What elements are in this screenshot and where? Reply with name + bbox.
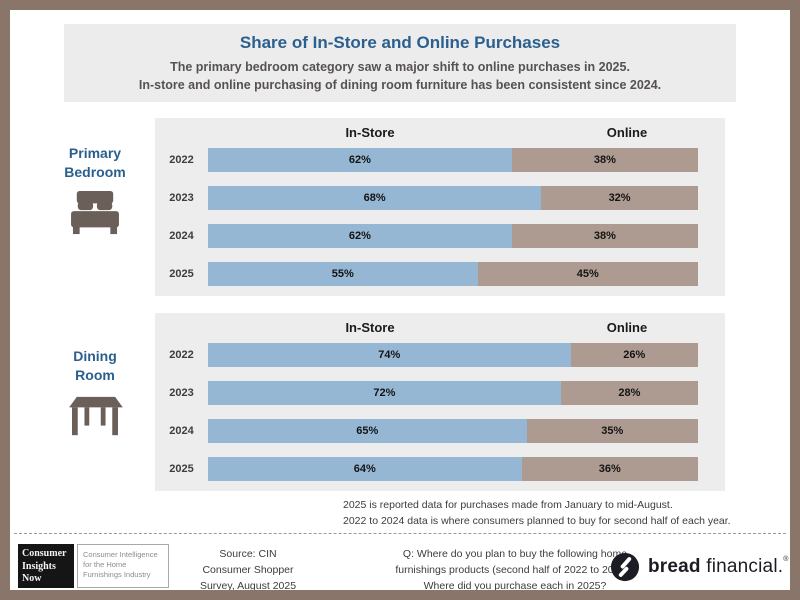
- bar-rows: 2022 74% 26% 2023 72% 28% 2024 65% 35% 2025 64% 36%: [155, 343, 725, 495]
- online-segment: 35%: [526, 419, 698, 443]
- cin-logo-line2: Insights: [22, 560, 56, 572]
- consumer-insights-now-logo: Consumer Insights Now Consumer Intellige…: [18, 544, 169, 588]
- online-segment: 38%: [511, 148, 698, 172]
- dining-table-icon: [69, 396, 123, 435]
- stacked-bar: 55% 45%: [208, 262, 698, 286]
- column-header-online: Online: [606, 125, 648, 140]
- source-line1: Source: CIN: [219, 548, 277, 560]
- footnote: 2025 is reported data for purchases made…: [343, 497, 731, 530]
- category-dining-room: Dining Room: [30, 347, 160, 439]
- category-label-line1: Dining: [73, 348, 117, 364]
- source-line3: Survey, August 2025: [199, 579, 297, 591]
- brand-bold: bread: [648, 556, 701, 577]
- category-label-line2: Room: [75, 366, 115, 383]
- instore-segment: 74%: [208, 343, 571, 367]
- stacked-bar: 68% 32%: [208, 186, 698, 210]
- instore-segment: 65%: [208, 419, 527, 443]
- cin-tagline-line2: for the Home: [83, 560, 127, 570]
- bread-financial-wordmark: bread financial.®: [648, 556, 789, 578]
- bar-row-primary-bedroom-2023: 2023 68% 32%: [155, 186, 725, 210]
- online-segment: 32%: [541, 186, 698, 210]
- question-line2: furnishings products (second half of 202…: [395, 563, 635, 576]
- column-header-instore: In-Store: [345, 125, 395, 140]
- stacked-bar: 62% 38%: [208, 224, 698, 248]
- bread-financial-icon: [610, 552, 640, 582]
- bar-row-primary-bedroom-2022: 2022 62% 38%: [155, 148, 725, 172]
- source-line2: Consumer Shopper: [202, 563, 294, 576]
- question-line1: Q: Where do you plan to buy the followin…: [402, 548, 628, 560]
- cin-tagline-line1: Consumer Intelligence: [83, 550, 158, 559]
- bar-row-dining-room-2025: 2025 64% 36%: [155, 457, 725, 481]
- footnote-line-2: 2022 to 2024 data is where consumers pla…: [343, 515, 731, 528]
- year-label: 2025: [169, 463, 194, 475]
- stacked-bar: 64% 36%: [208, 457, 698, 481]
- bar-row-dining-room-2024: 2024 65% 35%: [155, 419, 725, 443]
- online-segment: 28%: [560, 381, 698, 405]
- category-label: Dining Room: [30, 347, 160, 385]
- instore-segment: 62%: [208, 148, 512, 172]
- bread-financial-logo: bread financial.®: [610, 552, 789, 582]
- category-label: Primary Bedroom: [30, 144, 160, 182]
- year-label: 2023: [169, 387, 194, 399]
- cin-logo-wordmark: Consumer Insights Now: [18, 544, 74, 588]
- registered-mark: ®: [783, 556, 789, 563]
- stacked-bar: 74% 26%: [208, 343, 698, 367]
- category-label-line1: Primary: [68, 145, 122, 161]
- year-label: 2023: [169, 192, 194, 204]
- year-label: 2024: [169, 425, 194, 437]
- year-label: 2022: [169, 349, 194, 361]
- brand-regular: financial.: [700, 556, 784, 577]
- primary-bedroom-chart-panel: In-Store Online 2022 62% 38% 2023 68% 32% 2024…: [155, 118, 725, 296]
- dining-room-chart-panel: In-Store Online 2022 74% 26% 2023 72% 28% 2024…: [155, 313, 725, 491]
- cin-tagline-line3: Furnishings Industry: [83, 570, 151, 580]
- online-segment: 36%: [521, 457, 698, 481]
- category-primary-bedroom: Primary Bedroom: [30, 144, 160, 236]
- source-note: Source: CIN Consumer Shopper Survey, Aug…: [168, 547, 328, 590]
- cin-logo-line1: Consumer: [22, 548, 67, 559]
- page-title: Share of In-Store and Online Purchases: [239, 33, 561, 52]
- instore-segment: 62%: [208, 224, 512, 248]
- stacked-bar: 72% 28%: [208, 381, 698, 405]
- online-segment: 38%: [511, 224, 698, 248]
- column-header-online: Online: [606, 320, 648, 335]
- instore-segment: 55%: [208, 262, 478, 286]
- bar-row-dining-room-2022: 2022 74% 26%: [155, 343, 725, 367]
- bed-icon: [71, 190, 119, 234]
- instore-segment: 64%: [208, 457, 522, 481]
- subtitle-line-1: The primary bedroom category saw a major…: [170, 60, 630, 74]
- year-label: 2024: [169, 230, 194, 242]
- stacked-bar: 65% 35%: [208, 419, 698, 443]
- subtitle-line-2: In-store and online purchasing of dining…: [138, 78, 662, 93]
- bar-rows: 2022 62% 38% 2023 68% 32% 2024 62% 38% 2025 55% 45%: [155, 148, 725, 300]
- online-segment: 26%: [570, 343, 698, 367]
- instore-segment: 72%: [208, 381, 561, 405]
- dashed-divider: [14, 533, 786, 534]
- online-segment: 45%: [477, 262, 698, 286]
- bar-row-primary-bedroom-2025: 2025 55% 45%: [155, 262, 725, 286]
- column-header-instore: In-Store: [345, 320, 395, 335]
- survey-question: Q: Where do you plan to buy the followin…: [340, 547, 690, 590]
- category-label-line2: Bedroom: [64, 163, 126, 180]
- year-label: 2022: [169, 154, 194, 166]
- slide-canvas: Share of In-Store and Online Purchases T…: [10, 10, 790, 590]
- bar-row-primary-bedroom-2024: 2024 62% 38%: [155, 224, 725, 248]
- instore-segment: 68%: [208, 186, 542, 210]
- bar-row-dining-room-2023: 2023 72% 28%: [155, 381, 725, 405]
- year-label: 2025: [169, 268, 194, 280]
- title-box: Share of In-Store and Online Purchases T…: [64, 24, 736, 102]
- cin-logo-tagline: Consumer Intelligence for the Home Furni…: [77, 544, 169, 588]
- stacked-bar: 62% 38%: [208, 148, 698, 172]
- footnote-line-1: 2025 is reported data for purchases made…: [343, 499, 673, 511]
- cin-logo-line3: Now: [22, 573, 42, 584]
- question-line3: Where did you purchase each in 2025?: [423, 579, 607, 591]
